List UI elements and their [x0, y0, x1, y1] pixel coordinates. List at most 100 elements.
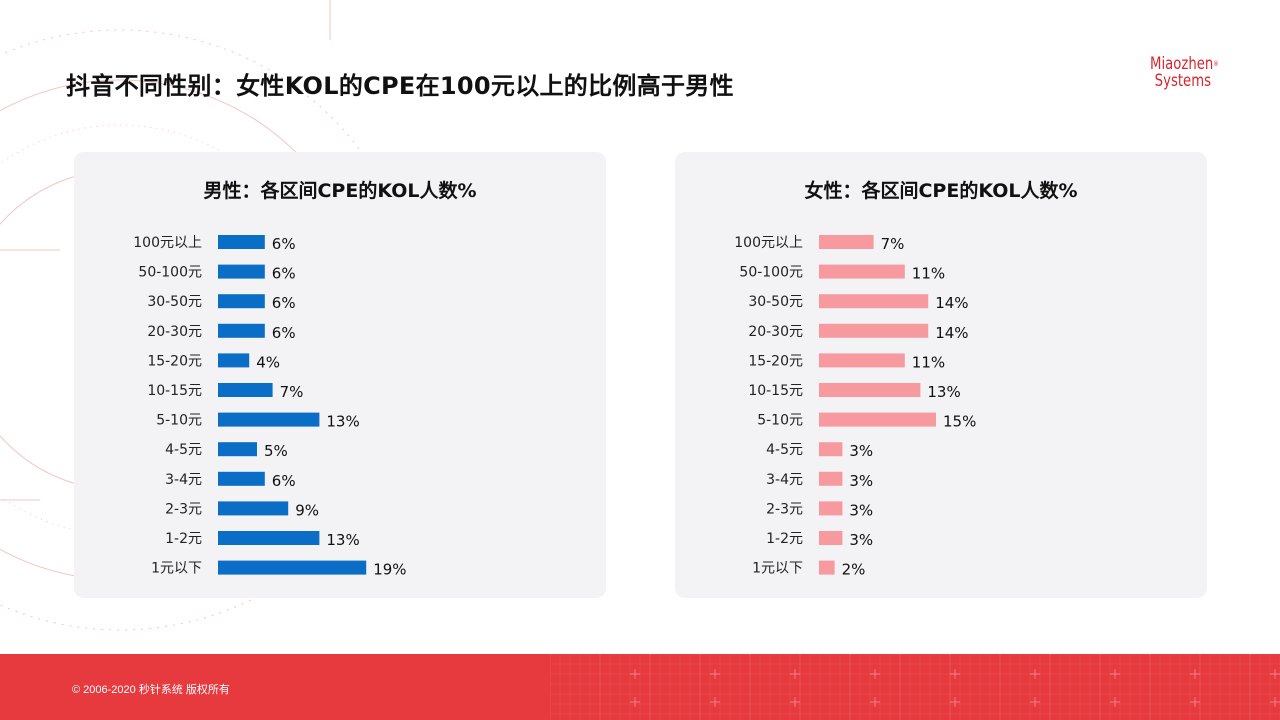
value-label: 7% [881, 235, 905, 253]
footer-grid-pattern [550, 654, 1280, 720]
logo-line1: Miaozhen [1150, 54, 1214, 74]
category-label: 10-15元 [147, 383, 202, 399]
category-label: 20-30元 [748, 324, 803, 340]
grid-plus-mark [1110, 669, 1120, 679]
bar [218, 501, 289, 516]
grid-plus-mark [1190, 697, 1200, 707]
bar [218, 442, 257, 457]
grid-plus-mark [710, 697, 720, 707]
value-label: 11% [912, 265, 945, 283]
value-label: 2% [842, 561, 866, 579]
bar [819, 531, 843, 545]
logo-line2: Systems [1154, 71, 1212, 91]
grid-plus-mark [1190, 669, 1200, 679]
bar [218, 471, 265, 486]
value-label: 6% [272, 294, 296, 312]
value-label: 13% [326, 531, 359, 549]
grid-plus-mark [870, 669, 880, 679]
category-label: 1元以下 [151, 561, 202, 577]
category-label: 1元以下 [752, 561, 803, 577]
bar [218, 560, 367, 575]
bar [218, 353, 250, 368]
value-label: 15% [943, 413, 976, 431]
value-label: 4% [256, 353, 280, 371]
female-chart-panel: 女性：各区间CPE的KOL人数% 100元以上 7% 50-100元 11% 30-50… [675, 152, 1207, 598]
bar [218, 531, 320, 545]
category-label: 15-20元 [147, 353, 202, 369]
value-label: 7% [280, 383, 304, 401]
bar [218, 235, 265, 249]
bar [819, 383, 921, 397]
value-label: 5% [264, 442, 288, 460]
value-label: 3% [849, 442, 873, 460]
category-label: 3-4元 [766, 472, 803, 488]
bar [819, 412, 936, 427]
value-label: 14% [935, 294, 968, 312]
category-label: 5-10元 [757, 413, 803, 429]
grid-plus-mark [950, 669, 960, 679]
grid-plus-mark [1270, 697, 1280, 707]
grid-plus-mark [710, 669, 720, 679]
category-label: 50-100元 [739, 265, 803, 281]
bar [218, 383, 273, 397]
grid-plus-mark [1110, 697, 1120, 707]
value-label: 6% [272, 265, 296, 283]
bar [819, 235, 874, 249]
bar [218, 294, 265, 309]
category-label: 100元以上 [734, 235, 803, 251]
bar [819, 501, 843, 516]
logo-mark: ® [1213, 60, 1219, 68]
bar [819, 323, 929, 338]
category-label: 4-5元 [766, 442, 803, 458]
category-label: 100元以上 [133, 235, 202, 251]
grid-plus-mark [1270, 669, 1280, 679]
category-label: 10-15元 [748, 383, 803, 399]
miaozhen-logo: Miaozhen® Systems [1150, 56, 1220, 90]
value-label: 13% [326, 413, 359, 431]
grid-plus-mark [630, 697, 640, 707]
value-label: 3% [849, 501, 873, 519]
category-label: 30-50元 [147, 294, 202, 310]
bar [819, 442, 843, 457]
bar [218, 323, 265, 338]
value-label: 6% [272, 324, 296, 342]
male-chart-panel: 男性：各区间CPE的KOL人数% 100元以上 6% 50-100元 6% 30-50元… [74, 152, 606, 598]
bar [819, 471, 843, 486]
footer-bar: © 2006-2020 秒针系统 版权所有 [0, 654, 1280, 720]
bar [819, 264, 905, 279]
category-label: 50-100元 [138, 265, 202, 281]
category-label: 5-10元 [156, 413, 202, 429]
grid-plus-mark [870, 697, 880, 707]
value-label: 6% [272, 235, 296, 253]
copyright-text: © 2006-2020 秒针系统 版权所有 [72, 684, 230, 696]
category-label: 15-20元 [748, 353, 803, 369]
category-label: 1-2元 [165, 531, 202, 547]
value-label: 11% [912, 353, 945, 371]
value-label: 14% [935, 324, 968, 342]
grid-plus-mark [790, 669, 800, 679]
female-bar-chart: 100元以上 7% 50-100元 11% 30-50元 14% 20-30元 14% 15-2… [734, 235, 976, 579]
category-label: 2-3元 [766, 501, 803, 517]
category-label: 1-2元 [766, 531, 803, 547]
value-label: 3% [849, 531, 873, 549]
grid-plus-mark [790, 697, 800, 707]
category-label: 3-4元 [165, 472, 202, 488]
bar [218, 412, 320, 427]
value-label: 9% [295, 501, 319, 519]
value-label: 19% [373, 561, 406, 579]
male-chart-title: 男性：各区间CPE的KOL人数% [203, 180, 477, 202]
bar [218, 264, 265, 279]
bar [819, 560, 835, 575]
grid-plus-mark [1030, 697, 1040, 707]
male-bar-chart: 100元以上 6% 50-100元 6% 30-50元 6% 20-30元 6% 15-20元 4… [133, 235, 407, 579]
page-title: 抖音不同性别：女性KOL的CPE在100元以上的比例高于男性 [66, 72, 734, 100]
category-label: 20-30元 [147, 324, 202, 340]
value-label: 13% [927, 383, 960, 401]
category-label: 2-3元 [165, 501, 202, 517]
grid-plus-mark [630, 669, 640, 679]
bar [819, 353, 905, 368]
value-label: 3% [849, 472, 873, 490]
category-label: 30-50元 [748, 294, 803, 310]
bar [819, 294, 929, 309]
category-label: 4-5元 [165, 442, 202, 458]
